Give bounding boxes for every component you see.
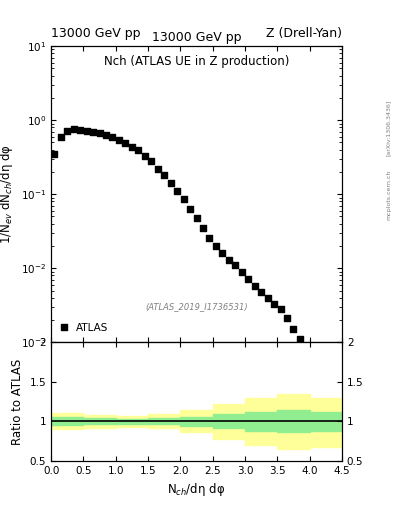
ATLAS [303, 345, 310, 353]
ATLAS [316, 414, 322, 422]
Legend: ATLAS: ATLAS [56, 319, 113, 337]
Text: 13000 GeV pp: 13000 GeV pp [51, 27, 141, 40]
ATLAS [329, 379, 335, 388]
Text: Nch (ATLAS UE in Z production): Nch (ATLAS UE in Z production) [104, 55, 289, 68]
X-axis label: N$_{ch}$/dη dφ: N$_{ch}$/dη dφ [167, 481, 226, 498]
ATLAS [96, 129, 103, 137]
ATLAS [245, 275, 252, 283]
ATLAS [206, 233, 213, 242]
ATLAS [284, 314, 290, 323]
ATLAS [51, 150, 57, 158]
ATLAS [226, 255, 232, 264]
Y-axis label: Ratio to ATLAS: Ratio to ATLAS [11, 358, 24, 445]
ATLAS [83, 126, 90, 135]
ATLAS [239, 268, 245, 276]
ATLAS [297, 335, 303, 344]
ATLAS [167, 179, 174, 187]
ATLAS [200, 224, 206, 232]
ATLAS [258, 288, 264, 296]
ATLAS [323, 438, 329, 446]
ATLAS [154, 165, 161, 173]
ATLAS [103, 131, 109, 139]
ATLAS [129, 142, 135, 151]
ATLAS [180, 195, 187, 203]
ATLAS [135, 146, 141, 155]
Text: (ATLAS_2019_I1736531): (ATLAS_2019_I1736531) [145, 302, 248, 311]
Text: [arXiv:1306.3436]: [arXiv:1306.3436] [386, 100, 391, 156]
ATLAS [252, 282, 258, 290]
ATLAS [71, 125, 77, 134]
ATLAS [109, 133, 116, 141]
ATLAS [122, 139, 129, 147]
ATLAS [290, 325, 297, 333]
ATLAS [64, 126, 70, 135]
ATLAS [310, 369, 316, 377]
ATLAS [141, 152, 148, 160]
ATLAS [232, 261, 239, 269]
ATLAS [187, 205, 193, 213]
ATLAS [174, 187, 180, 195]
ATLAS [277, 305, 284, 313]
ATLAS [219, 249, 226, 257]
ATLAS [90, 127, 96, 136]
ATLAS [148, 157, 154, 165]
Y-axis label: 1/N$_{ev}$ dN$_{ch}$/dη dφ: 1/N$_{ev}$ dN$_{ch}$/dη dφ [0, 144, 15, 244]
ATLAS [213, 242, 219, 250]
ATLAS [271, 300, 277, 308]
ATLAS [161, 171, 167, 179]
ATLAS [77, 126, 83, 134]
ATLAS [264, 293, 271, 302]
Text: 13000 GeV pp: 13000 GeV pp [152, 31, 241, 44]
Text: Z (Drell-Yan): Z (Drell-Yan) [266, 27, 342, 40]
ATLAS [58, 133, 64, 141]
ATLAS [193, 214, 200, 222]
ATLAS [116, 136, 122, 144]
Text: mcplots.cern.ch: mcplots.cern.ch [386, 169, 391, 220]
